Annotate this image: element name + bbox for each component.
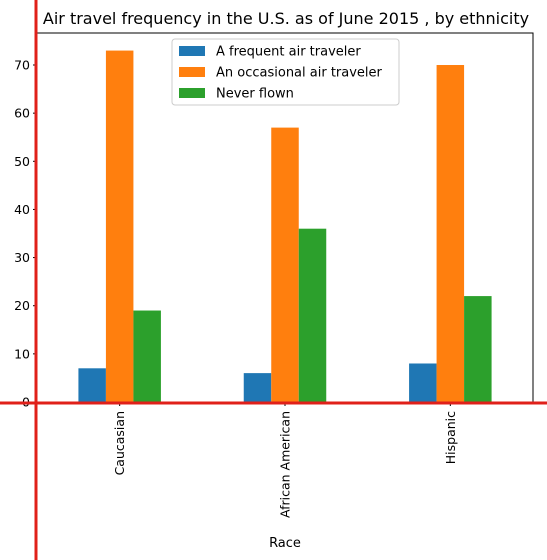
y-tick-label: 60	[14, 106, 30, 121]
y-tick-label: 70	[14, 58, 30, 73]
y-axis-ticks: 010203040506070	[14, 58, 37, 410]
bar-caucasian-series-1	[105, 50, 134, 402]
y-tick-label: 10	[14, 346, 30, 361]
y-tick-label: 40	[14, 202, 30, 217]
legend-label-0: A frequent air traveler	[216, 45, 361, 60]
bar-african-american-series-0	[243, 373, 272, 402]
legend-label-1: An occasional air traveler	[216, 66, 383, 81]
legend-frame	[171, 38, 400, 106]
legend-swatch-0	[179, 46, 205, 56]
legend-label-2: Never flown	[216, 87, 294, 102]
bar-hispanic-series-1	[436, 65, 465, 402]
chart-title: Air travel frequency in the U.S. as of J…	[43, 9, 529, 28]
bar-african-american-series-2	[298, 228, 327, 402]
legend-swatch-2	[179, 88, 205, 98]
bar-hispanic-series-2	[464, 296, 492, 402]
bars-group	[78, 50, 492, 402]
y-tick-label: 50	[14, 154, 30, 169]
y-tick-label: 30	[14, 250, 30, 265]
bar-caucasian-series-0	[78, 368, 106, 402]
bar-caucasian-series-2	[133, 310, 161, 402]
bar-african-american-series-1	[271, 127, 299, 402]
legend-swatch-1	[179, 67, 205, 77]
x-tick-label-caucasian: Caucasian	[112, 411, 127, 475]
bar-hispanic-series-0	[409, 363, 437, 402]
y-tick-label: 20	[14, 298, 30, 313]
legend: A frequent air traveler An occasional air…	[171, 38, 400, 106]
x-tick-label-hispanic: Hispanic	[443, 411, 458, 464]
x-axis-ticks: Caucasian African American Hispanic	[112, 402, 458, 518]
x-axis-label: Race	[269, 536, 301, 551]
x-tick-label-african-american: African American	[278, 411, 293, 518]
